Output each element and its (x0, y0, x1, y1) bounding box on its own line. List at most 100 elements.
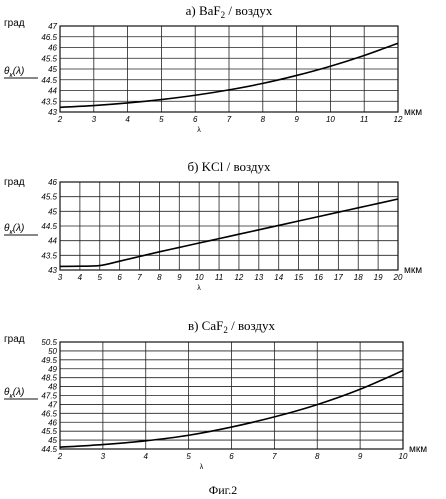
x-tick-label: 7 (272, 452, 277, 461)
y-tick-label: 45 (48, 436, 57, 445)
chart-title: а) BaF2 / воздух (186, 3, 273, 20)
chart-title-suffix: / воздух (225, 3, 273, 18)
y-tick-label: 49 (48, 365, 57, 374)
x-tick-label: 15 (294, 273, 303, 282)
x-tick-label: 10 (399, 452, 408, 461)
x-tick-label: 17 (334, 273, 343, 282)
x-tick-label: 16 (314, 273, 323, 282)
chart-title-subscript: 2 (223, 325, 228, 335)
x-unit-label: мкм (404, 107, 422, 118)
y-unit-label: град (4, 334, 25, 345)
x-axis-label: λ (197, 127, 201, 134)
x-tick-label: 12 (394, 115, 403, 124)
y-tick-label: 48 (48, 383, 57, 392)
y-tick-label: 47.5 (41, 392, 57, 401)
y-axis-label-symbol: θ (4, 66, 10, 77)
y-axis-label: θк(λ) (4, 66, 24, 79)
x-tick-label: 5 (186, 452, 191, 461)
x-tick-label: 3 (101, 452, 106, 461)
x-tick-label: 6 (117, 273, 122, 282)
y-tick-label: 47 (48, 22, 57, 31)
y-tick-label: 46 (48, 44, 57, 53)
chart-title-subscript: 2 (221, 10, 226, 20)
y-tick-label: 44.5 (41, 222, 57, 231)
chart-1: а) BaF2 / воздух град θк(λ) 2 3 4 5 6 7 8 9 10 11 12 4… (4, 3, 422, 134)
x-tick-label: 3 (92, 115, 97, 124)
y-tick-label: 45 (48, 207, 57, 216)
y-axis-label-arg: (λ) (13, 66, 25, 77)
x-unit-label: мкм (409, 444, 427, 455)
x-axis-label: λ (200, 464, 204, 471)
figure-caption: Фиг.2 (209, 483, 237, 497)
x-tick-label: 11 (215, 273, 223, 282)
x-tick-label: 5 (159, 115, 164, 124)
y-tick-label: 44.5 (41, 445, 57, 454)
x-tick-label: 6 (193, 115, 198, 124)
x-tick-label: 3 (58, 273, 63, 282)
y-tick-label: 45 (48, 65, 57, 74)
y-tick-label: 45.5 (41, 54, 57, 63)
y-tick-label: 46 (48, 418, 57, 427)
y-tick-label: 43.5 (41, 251, 57, 260)
plot-frame (59, 181, 399, 271)
y-axis-label-subscript: к (9, 393, 13, 400)
chart-title-prefix: б) KCl / воздух (187, 159, 271, 174)
x-tick-label: 18 (354, 273, 363, 282)
y-tick-label: 46.5 (41, 33, 57, 42)
y-tick-label: 50.5 (41, 338, 57, 347)
x-tick-label: 8 (261, 115, 266, 124)
y-axis-label-subscript: к (9, 229, 13, 236)
x-tick-label: 20 (393, 273, 403, 282)
y-tick-label: 44 (48, 237, 57, 246)
y-axis-label: θк(λ) (4, 387, 24, 400)
x-tick-label: 11 (360, 115, 368, 124)
y-tick-label: 49.5 (41, 356, 57, 365)
chart-2: б) KCl / воздух град θк(λ) 3 4 5 6 7 8 9 10 11 12 13 1… (4, 159, 422, 292)
series-line (59, 198, 399, 268)
x-tick-label: 9 (294, 115, 299, 124)
x-tick-label: 13 (254, 273, 263, 282)
y-tick-label: 45.5 (41, 427, 57, 436)
plot-frame (59, 341, 404, 450)
x-tick-label: 12 (234, 273, 243, 282)
x-tick-label: 9 (358, 452, 363, 461)
y-axis-label: θк(λ) (4, 223, 24, 236)
x-tick-label: 4 (144, 452, 149, 461)
y-unit-label: град (4, 18, 25, 29)
chart-title: в) CaF2 / воздух (188, 318, 276, 335)
x-tick-label: 7 (227, 115, 232, 124)
y-unit-label: град (4, 177, 25, 188)
y-axis-label-symbol: θ (4, 223, 10, 234)
y-tick-label: 50 (48, 347, 57, 356)
x-tick-label: 14 (274, 273, 283, 282)
x-tick-label: 2 (57, 115, 63, 124)
y-tick-label: 43.5 (41, 97, 57, 106)
x-tick-label: 7 (137, 273, 142, 282)
y-tick-label: 46 (48, 178, 57, 187)
y-axis-label-arg: (λ) (13, 223, 25, 234)
x-tick-label: 2 (57, 452, 63, 461)
chart-title: б) KCl / воздух (187, 159, 271, 174)
x-tick-label: 19 (374, 273, 383, 282)
y-axis-label-arg: (λ) (13, 387, 25, 398)
x-tick-label: 4 (78, 273, 83, 282)
series-line (59, 42, 399, 109)
x-tick-label: 6 (229, 452, 234, 461)
series-line (59, 369, 404, 449)
x-tick-label: 8 (315, 452, 320, 461)
x-unit-label: мкм (404, 265, 422, 276)
plot-frame (59, 25, 399, 113)
x-axis-label: λ (197, 285, 201, 292)
x-tick-label: 10 (326, 115, 335, 124)
y-tick-label: 47 (48, 400, 57, 409)
x-tick-label: 8 (157, 273, 162, 282)
y-tick-label: 44.5 (41, 76, 57, 85)
y-tick-label: 43 (48, 266, 57, 275)
x-tick-label: 9 (177, 273, 182, 282)
y-tick-label: 43 (48, 108, 57, 117)
x-tick-label: 10 (195, 273, 204, 282)
y-tick-label: 46.5 (41, 409, 57, 418)
y-axis-label-subscript: к (9, 72, 13, 79)
